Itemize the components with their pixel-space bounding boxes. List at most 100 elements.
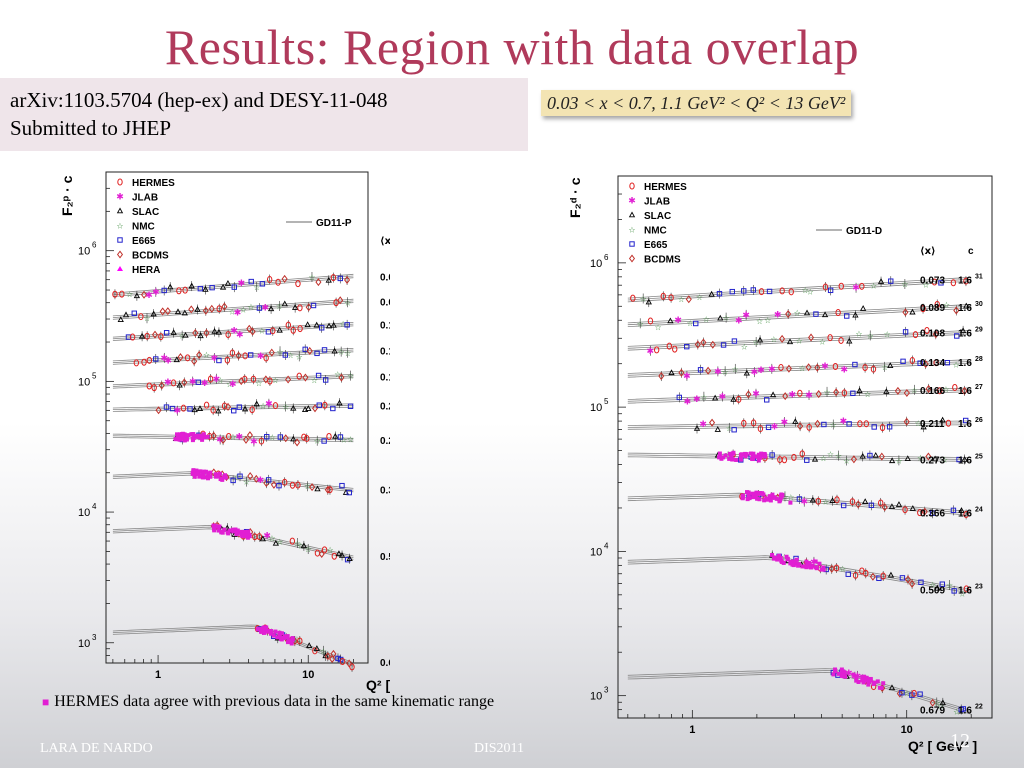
data-point-bcdms xyxy=(815,390,822,399)
data-point-hermes xyxy=(741,419,747,427)
data-point-jlab-cluster xyxy=(203,469,208,474)
data-point-nmc: ☆ xyxy=(340,436,347,445)
data-point-slac xyxy=(887,362,894,368)
data-point-e665 xyxy=(161,287,167,294)
data-point-nmc: ☆ xyxy=(764,316,771,325)
data-point-slac xyxy=(909,308,916,315)
data-point-e665 xyxy=(169,405,176,412)
data-point-slac xyxy=(821,311,829,318)
data-point-bcdms xyxy=(208,304,215,313)
data-point-e665 xyxy=(720,342,727,348)
data-point-hermes xyxy=(672,345,678,353)
data-point-e665 xyxy=(846,421,852,427)
data-point-slac xyxy=(176,381,183,388)
page-number: 12 xyxy=(950,730,970,752)
data-point-slac xyxy=(133,292,141,299)
data-point-slac xyxy=(931,455,939,462)
data-point-e665 xyxy=(729,288,735,295)
data-point-bcdms xyxy=(678,368,685,377)
data-point-nmc: ☆ xyxy=(741,342,748,351)
data-point-bcdms xyxy=(155,406,162,415)
data-point-jlab-cluster xyxy=(262,630,267,635)
data-point-hermes xyxy=(863,569,869,577)
data-point-nmc: ☆ xyxy=(326,546,333,555)
data-point-jlab-cluster xyxy=(813,565,818,570)
data-point-jlab-cluster xyxy=(772,556,777,561)
fit-curve xyxy=(112,405,354,410)
data-point-e665 xyxy=(153,356,159,362)
data-point-e665 xyxy=(265,329,272,335)
data-point-jlab-cluster xyxy=(197,474,202,479)
data-point-jlab-cluster xyxy=(273,629,278,634)
data-point-slac xyxy=(809,496,816,503)
y-tick-exponent: 5 xyxy=(604,397,609,406)
data-point-hermes xyxy=(833,564,840,572)
data-point-jlab-cluster xyxy=(217,524,222,529)
data-point-e665 xyxy=(256,305,263,311)
data-point-slac xyxy=(224,279,232,286)
data-point-e665 xyxy=(310,302,317,309)
data-point-bcdms xyxy=(902,308,909,317)
data-point-hermes xyxy=(952,383,958,391)
data-point-slac xyxy=(170,329,177,335)
data-point-nmc: ☆ xyxy=(933,698,940,707)
data-point-jlab-cluster xyxy=(851,672,856,677)
data-point-nmc: ☆ xyxy=(726,424,733,433)
data-point-hermes xyxy=(146,382,152,390)
data-point-slac xyxy=(769,391,777,398)
data-point-slac xyxy=(197,332,204,339)
data-point-jlab: ✱ xyxy=(840,417,848,427)
data-point-jlab: ✱ xyxy=(201,379,209,389)
data-point-hermes xyxy=(933,359,939,367)
data-point-bcdms xyxy=(324,485,331,494)
data-point-jlab: ✱ xyxy=(742,311,750,321)
bin-x-label: 0.509 xyxy=(920,586,945,597)
data-point-slac xyxy=(332,432,339,439)
data-point-jlab-cluster xyxy=(717,451,722,456)
data-point-jlab-cluster xyxy=(184,433,189,438)
data-point-hermes xyxy=(229,349,236,357)
data-point-hermes xyxy=(902,506,908,514)
data-point-slac xyxy=(291,304,299,310)
data-point-jlab-cluster xyxy=(192,433,197,438)
data-point-slac xyxy=(920,423,927,430)
data-point-jlab-cluster xyxy=(739,452,744,457)
legend-label: BCDMS xyxy=(644,255,681,266)
data-point-nmc: ☆ xyxy=(282,402,289,411)
data-point-nmc: ☆ xyxy=(820,454,827,463)
data-point-hermes xyxy=(176,287,182,295)
data-point-jlab-cluster xyxy=(277,630,282,635)
data-point-bcdms xyxy=(779,334,786,343)
data-point-jlab-cluster xyxy=(208,474,213,479)
data-point-jlab-cluster xyxy=(268,631,273,636)
data-point-e665 xyxy=(827,287,834,294)
data-point-hermes xyxy=(266,276,273,284)
data-point-jlab-cluster xyxy=(756,458,761,463)
data-point-nmc: ☆ xyxy=(340,319,347,328)
data-point-nmc: ☆ xyxy=(700,393,707,402)
fit-curve xyxy=(112,348,354,362)
data-point-nmc: ☆ xyxy=(217,376,224,385)
data-point-bcdms xyxy=(828,564,835,573)
data-point-bcdms xyxy=(158,381,165,390)
data-point-jlab: ✱ xyxy=(735,316,743,326)
bin-x-label: 0.509 xyxy=(380,552,390,563)
data-point-e665 xyxy=(871,424,877,430)
data-point-nmc: ☆ xyxy=(203,351,210,360)
data-point-jlab-cluster xyxy=(881,681,886,686)
data-point-jlab-cluster xyxy=(754,454,759,459)
c-column-header: c xyxy=(968,246,974,257)
fit-curve xyxy=(627,454,972,460)
bin-c-label: 1.6 xyxy=(958,329,972,340)
data-point-hermes xyxy=(331,552,338,560)
data-point-nmc: ☆ xyxy=(253,283,260,292)
data-point-slac xyxy=(122,311,130,318)
data-point-slac xyxy=(743,369,750,376)
data-point-jlab-cluster xyxy=(751,495,756,500)
data-point-e665 xyxy=(248,278,254,285)
data-point-bcdms xyxy=(805,363,812,372)
data-point-jlab-cluster xyxy=(757,497,762,502)
data-point-nmc: ☆ xyxy=(258,327,265,336)
data-point-jlab-cluster xyxy=(770,553,775,558)
